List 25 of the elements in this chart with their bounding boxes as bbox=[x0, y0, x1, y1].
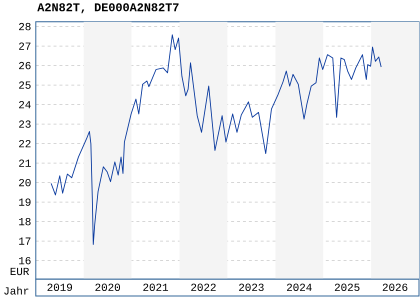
y-tick-label: 18 bbox=[19, 218, 31, 226]
y-tick-label: 21 bbox=[19, 160, 31, 167]
x-tick-label: 2025 bbox=[334, 284, 360, 292]
y-axis-title: EUR bbox=[10, 268, 30, 276]
x-axis-title: Jahr bbox=[4, 286, 28, 295]
y-tick-label: 17 bbox=[19, 238, 30, 245]
y-tick-label: 19 bbox=[19, 198, 31, 206]
y-tick-label: 20 bbox=[19, 178, 31, 186]
x-tick-label: 2022 bbox=[191, 284, 216, 292]
chart-title: A2N82T, DE000A2N82T7 bbox=[37, 3, 179, 14]
y-tick-label: 24 bbox=[19, 101, 31, 108]
x-tick-label: 2019 bbox=[47, 284, 72, 292]
x-tick-label: 2024 bbox=[286, 284, 312, 292]
y-tick-label: 26 bbox=[19, 62, 31, 70]
y-tick-label: 22 bbox=[19, 140, 31, 148]
x-tick-label: 2020 bbox=[95, 284, 120, 292]
y-tick-label: 28 bbox=[19, 22, 31, 30]
line-series bbox=[50, 34, 382, 245]
x-tick-label: 2023 bbox=[239, 284, 264, 292]
y-tick-label: 16 bbox=[19, 256, 31, 264]
y-tick-label: 23 bbox=[19, 120, 31, 128]
y-tick-label: 27 bbox=[19, 42, 30, 50]
y-tick-label: 25 bbox=[19, 81, 31, 89]
x-tick-label: 2021 bbox=[143, 284, 168, 292]
x-tick-label: 2026 bbox=[382, 284, 408, 292]
